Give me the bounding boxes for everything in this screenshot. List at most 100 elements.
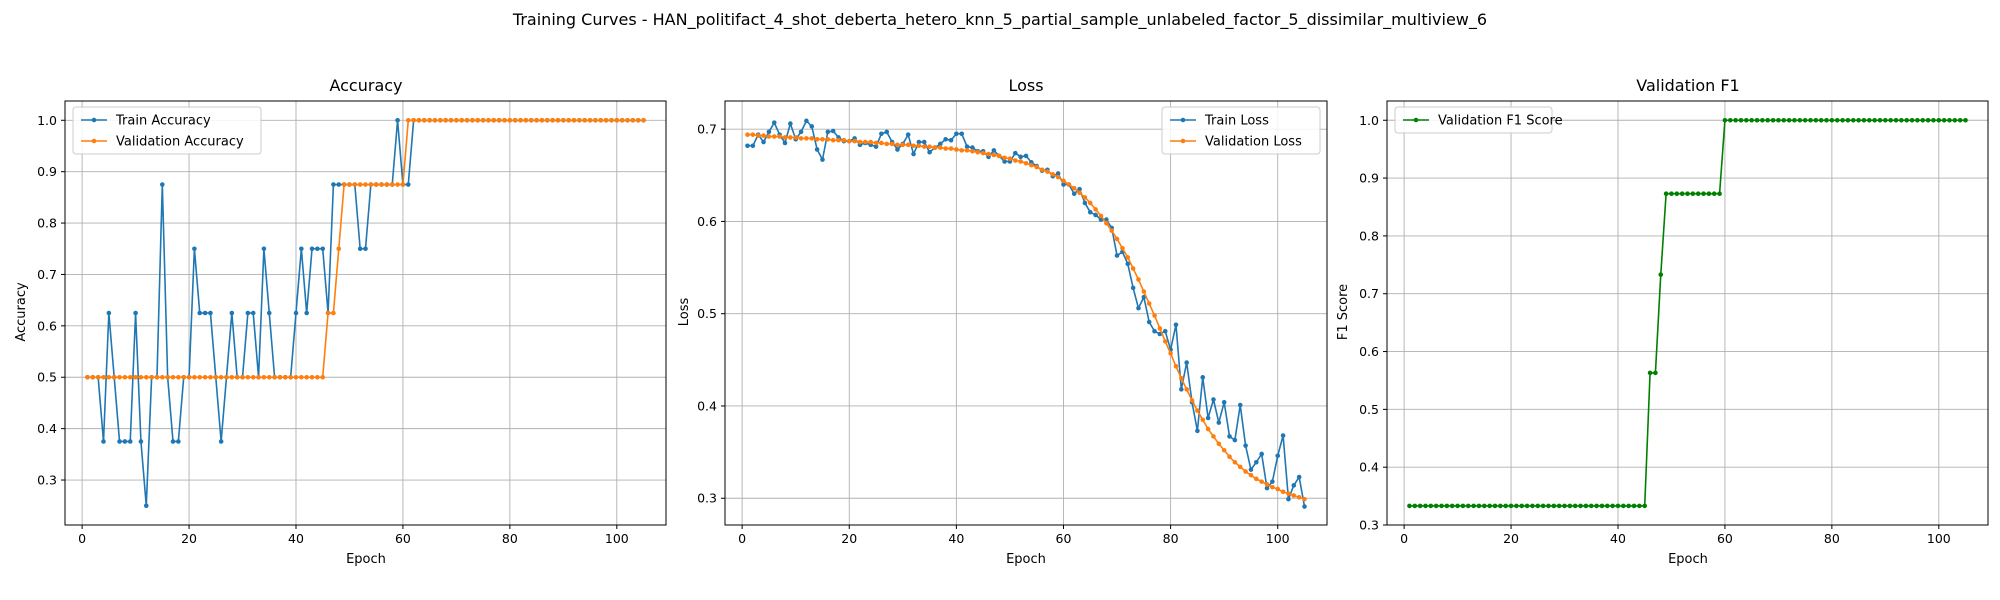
- accuracy-series-1-point: [384, 182, 390, 187]
- loss-series-0-point: [1200, 375, 1206, 380]
- f1-series-0-point: [1813, 117, 1819, 123]
- accuracy-series-1-point: [422, 117, 427, 123]
- f1-ytick-label: 0.7: [1359, 286, 1379, 301]
- loss-series-1-point: [895, 142, 900, 148]
- f1-series-0-point: [1444, 503, 1450, 509]
- accuracy-series-1-point: [133, 374, 138, 380]
- f1-series-0-point: [1476, 503, 1482, 509]
- f1-series-0-point: [1695, 191, 1701, 196]
- accuracy-series-1-point: [491, 117, 497, 123]
- f1-series-0-point: [1883, 117, 1888, 123]
- loss-series-1-point: [1205, 426, 1211, 432]
- accuracy-series-1-point: [122, 374, 128, 380]
- accuracy-series-0-point: [133, 310, 138, 316]
- loss-series-1-point: [1034, 164, 1040, 170]
- f1-legend: Validation F1 Score: [1394, 106, 1563, 134]
- f1-series-0-point: [1711, 191, 1717, 196]
- accuracy-series-0-point: [218, 439, 224, 444]
- loss-series-0-point: [964, 144, 970, 149]
- accuracy-series-1-point: [475, 117, 481, 123]
- f1-series-0-point: [1824, 117, 1829, 123]
- loss-series-1-point: [771, 134, 777, 139]
- f1-series-0-point: [1845, 117, 1851, 123]
- accuracy-series-1-point: [582, 117, 588, 123]
- f1-series-0-point: [1578, 503, 1583, 509]
- loss-series-0-point: [761, 139, 766, 145]
- accuracy-legend: Train Accuracy Validation Accuracy: [72, 106, 262, 155]
- accuracy-series-1-point: [325, 310, 331, 316]
- f1-series-0-point: [1904, 117, 1910, 123]
- accuracy-xtick-label: 80: [502, 531, 518, 546]
- accuracy-ytick-label: 0.5: [37, 370, 57, 385]
- loss-series-1-point: [863, 139, 868, 145]
- accuracy-series-1-point: [464, 117, 470, 123]
- loss-series-0-point: [771, 120, 777, 125]
- loss-series-0-point: [766, 129, 772, 135]
- f1-series-0-point: [1786, 117, 1792, 123]
- accuracy-series-1-point: [170, 374, 176, 380]
- accuracy-series-1-point: [304, 374, 309, 380]
- loss-series-1-point: [830, 137, 836, 143]
- loss-series-0-point: [911, 151, 916, 157]
- f1-series-0-point: [1498, 503, 1503, 509]
- loss-series-1-point: [970, 148, 975, 154]
- loss-series-1-point: [921, 144, 927, 149]
- f1-xtick-label: 60: [1717, 531, 1733, 546]
- f1-series-0-point: [1588, 503, 1594, 509]
- f1-series-0-point: [1594, 503, 1599, 509]
- loss-series-0-point: [1082, 200, 1088, 206]
- loss-series-1-point: [1029, 162, 1034, 168]
- loss-series-1-point: [1280, 489, 1286, 495]
- loss-series-0-point: [1280, 433, 1286, 438]
- loss-series-0-point: [1071, 191, 1077, 197]
- loss-series-0-point: [798, 129, 804, 135]
- accuracy-series-0-point: [299, 246, 304, 252]
- accuracy-series-0-point: [363, 246, 368, 252]
- f1-series-0-point: [1492, 503, 1498, 509]
- accuracy-series-0-point: [357, 246, 363, 252]
- loss-series-1-point: [1227, 454, 1232, 460]
- accuracy-series-1-point: [405, 117, 411, 123]
- f1-series-0-point: [1829, 117, 1835, 123]
- f1-series-0-point: [1947, 117, 1952, 123]
- accuracy-series-1-point: [496, 117, 502, 123]
- accuracy-series-0-point: [101, 439, 106, 444]
- f1-series-0-point: [1776, 117, 1781, 123]
- f1-series-0-point: [1931, 117, 1936, 123]
- accuracy-series-1-point: [299, 374, 304, 380]
- loss-series-1-point: [873, 140, 879, 146]
- loss-series-1-point: [900, 142, 906, 148]
- loss-series-1-point: [1050, 172, 1056, 177]
- f1-xlabel: Epoch: [1668, 552, 1708, 567]
- f1-series-0-point: [1861, 117, 1867, 123]
- loss-series-1-point: [766, 134, 772, 139]
- accuracy-series-0-point: [176, 439, 181, 444]
- loss-series-1-point: [809, 136, 815, 141]
- accuracy-legend-marker-1: [91, 138, 97, 144]
- loss-series-0-point: [1221, 399, 1227, 405]
- loss-series-0-point: [1184, 360, 1189, 365]
- f1-legend-label-0: Validation F1 Score: [1438, 114, 1563, 129]
- f1-series-0-point: [1417, 503, 1423, 509]
- accuracy-series-1-point: [160, 374, 165, 380]
- loss-series-0-point: [1125, 261, 1131, 267]
- accuracy-series-1-point: [635, 117, 641, 123]
- accuracy-legend-label-1: Validation Accuracy: [116, 135, 244, 150]
- f1-series-0-point: [1433, 503, 1439, 509]
- f1-series-0-point: [1642, 503, 1648, 509]
- accuracy-series-1-point: [229, 374, 235, 380]
- f1-series-0-point: [1818, 117, 1824, 123]
- loss-ylabel: Loss: [677, 298, 692, 327]
- accuracy-series-1-point: [614, 117, 620, 123]
- loss-series-0-point: [1023, 153, 1029, 159]
- loss-series-0-point: [1146, 319, 1152, 325]
- accuracy-series-1-point: [288, 374, 293, 380]
- loss-series-1-point: [879, 140, 884, 146]
- loss-series-1-point: [857, 139, 863, 145]
- accuracy-series-1-point: [534, 117, 539, 123]
- accuracy-series-1-point: [357, 182, 363, 187]
- accuracy-series-1-point: [331, 310, 336, 316]
- accuracy-series-1-point: [240, 374, 245, 380]
- accuracy-series-1-point: [218, 374, 224, 380]
- accuracy-series-1-point: [208, 374, 213, 380]
